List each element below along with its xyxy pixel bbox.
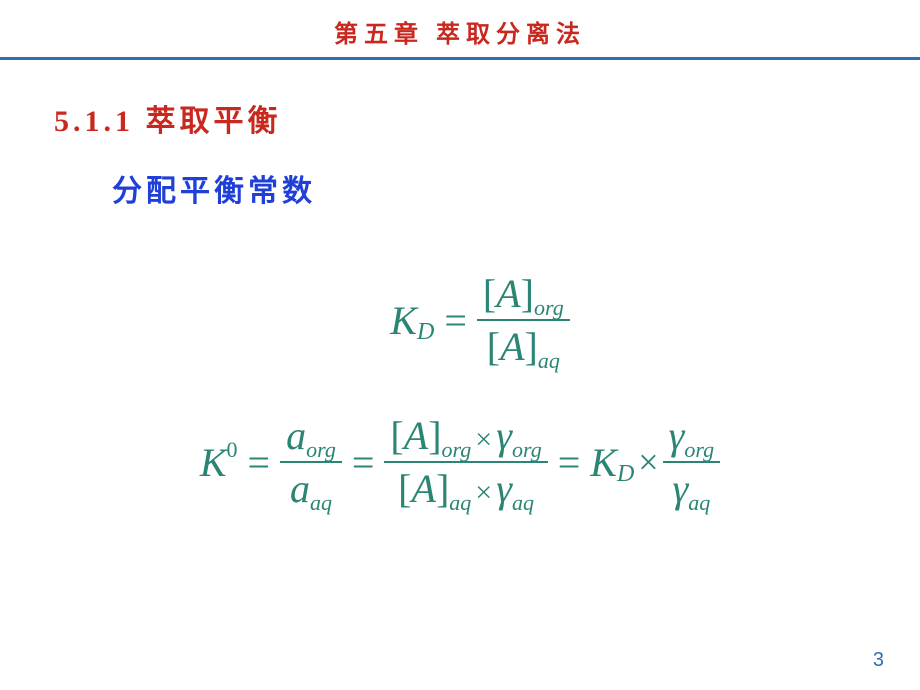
- fraction-conc-gamma: [A]org×γorg [A]aq×γaq: [384, 412, 547, 512]
- bracket-close: ]: [436, 466, 449, 511]
- gamma-symbol: γ: [496, 413, 512, 458]
- sub-org: org: [684, 437, 714, 462]
- var-a-activity: a: [286, 413, 306, 458]
- bracket-open: [: [398, 466, 411, 511]
- bracket-close: ]: [521, 271, 534, 316]
- gamma-symbol: γ: [496, 466, 512, 511]
- bracket-close: ]: [428, 413, 441, 458]
- bracket-open: [: [483, 271, 496, 316]
- kd-subscript: D: [617, 461, 634, 488]
- bracket-open: [: [487, 324, 500, 369]
- sub-title: 分配平衡常数: [0, 140, 920, 210]
- page-number: 3: [873, 649, 884, 672]
- k0-superscript: 0: [227, 437, 238, 463]
- fraction-activity: aorg aaq: [280, 412, 342, 512]
- sub-aq: aq: [449, 490, 471, 515]
- kd-symbol: K: [590, 439, 617, 486]
- equals-sign: =: [558, 439, 581, 486]
- k0-symbol: K: [200, 439, 227, 486]
- gamma-symbol: γ: [672, 466, 688, 511]
- equals-sign: =: [248, 439, 271, 486]
- multiply-sign: ×: [475, 476, 492, 509]
- chapter-title: 第五章 萃取分离法: [0, 0, 920, 49]
- equals-sign: =: [444, 297, 467, 344]
- sub-aq: aq: [538, 348, 560, 373]
- multiply-sign: ×: [638, 441, 658, 483]
- var-a-activity: a: [290, 466, 310, 511]
- fraction-gamma: γorg γaq: [663, 412, 721, 512]
- var-a: A: [412, 466, 436, 511]
- var-a: A: [496, 271, 520, 316]
- sub-aq: aq: [512, 490, 534, 515]
- sub-aq: aq: [688, 490, 710, 515]
- bracket-close: ]: [525, 324, 538, 369]
- var-a: A: [500, 324, 524, 369]
- kd-symbol: K: [390, 297, 417, 344]
- sub-org: org: [306, 437, 336, 462]
- formula-area: KD = [A]org [A]aq K0 = aorg aaq =: [0, 210, 920, 512]
- equation-k0: K0 = aorg aaq = [A]org×γorg [A]aq×γaq = …: [200, 412, 720, 512]
- sub-org: org: [442, 437, 472, 462]
- sub-org: org: [512, 437, 542, 462]
- kd-subscript: D: [417, 319, 434, 346]
- kd-fraction: [A]org [A]aq: [477, 270, 570, 370]
- bracket-open: [: [390, 413, 403, 458]
- equation-kd: KD = [A]org [A]aq: [390, 270, 569, 370]
- multiply-sign: ×: [475, 423, 492, 456]
- equals-sign: =: [352, 439, 375, 486]
- sub-org: org: [534, 295, 564, 320]
- gamma-symbol: γ: [669, 413, 685, 458]
- var-a: A: [404, 413, 428, 458]
- section-title: 5.1.1 萃取平衡: [0, 60, 920, 140]
- sub-aq: aq: [310, 490, 332, 515]
